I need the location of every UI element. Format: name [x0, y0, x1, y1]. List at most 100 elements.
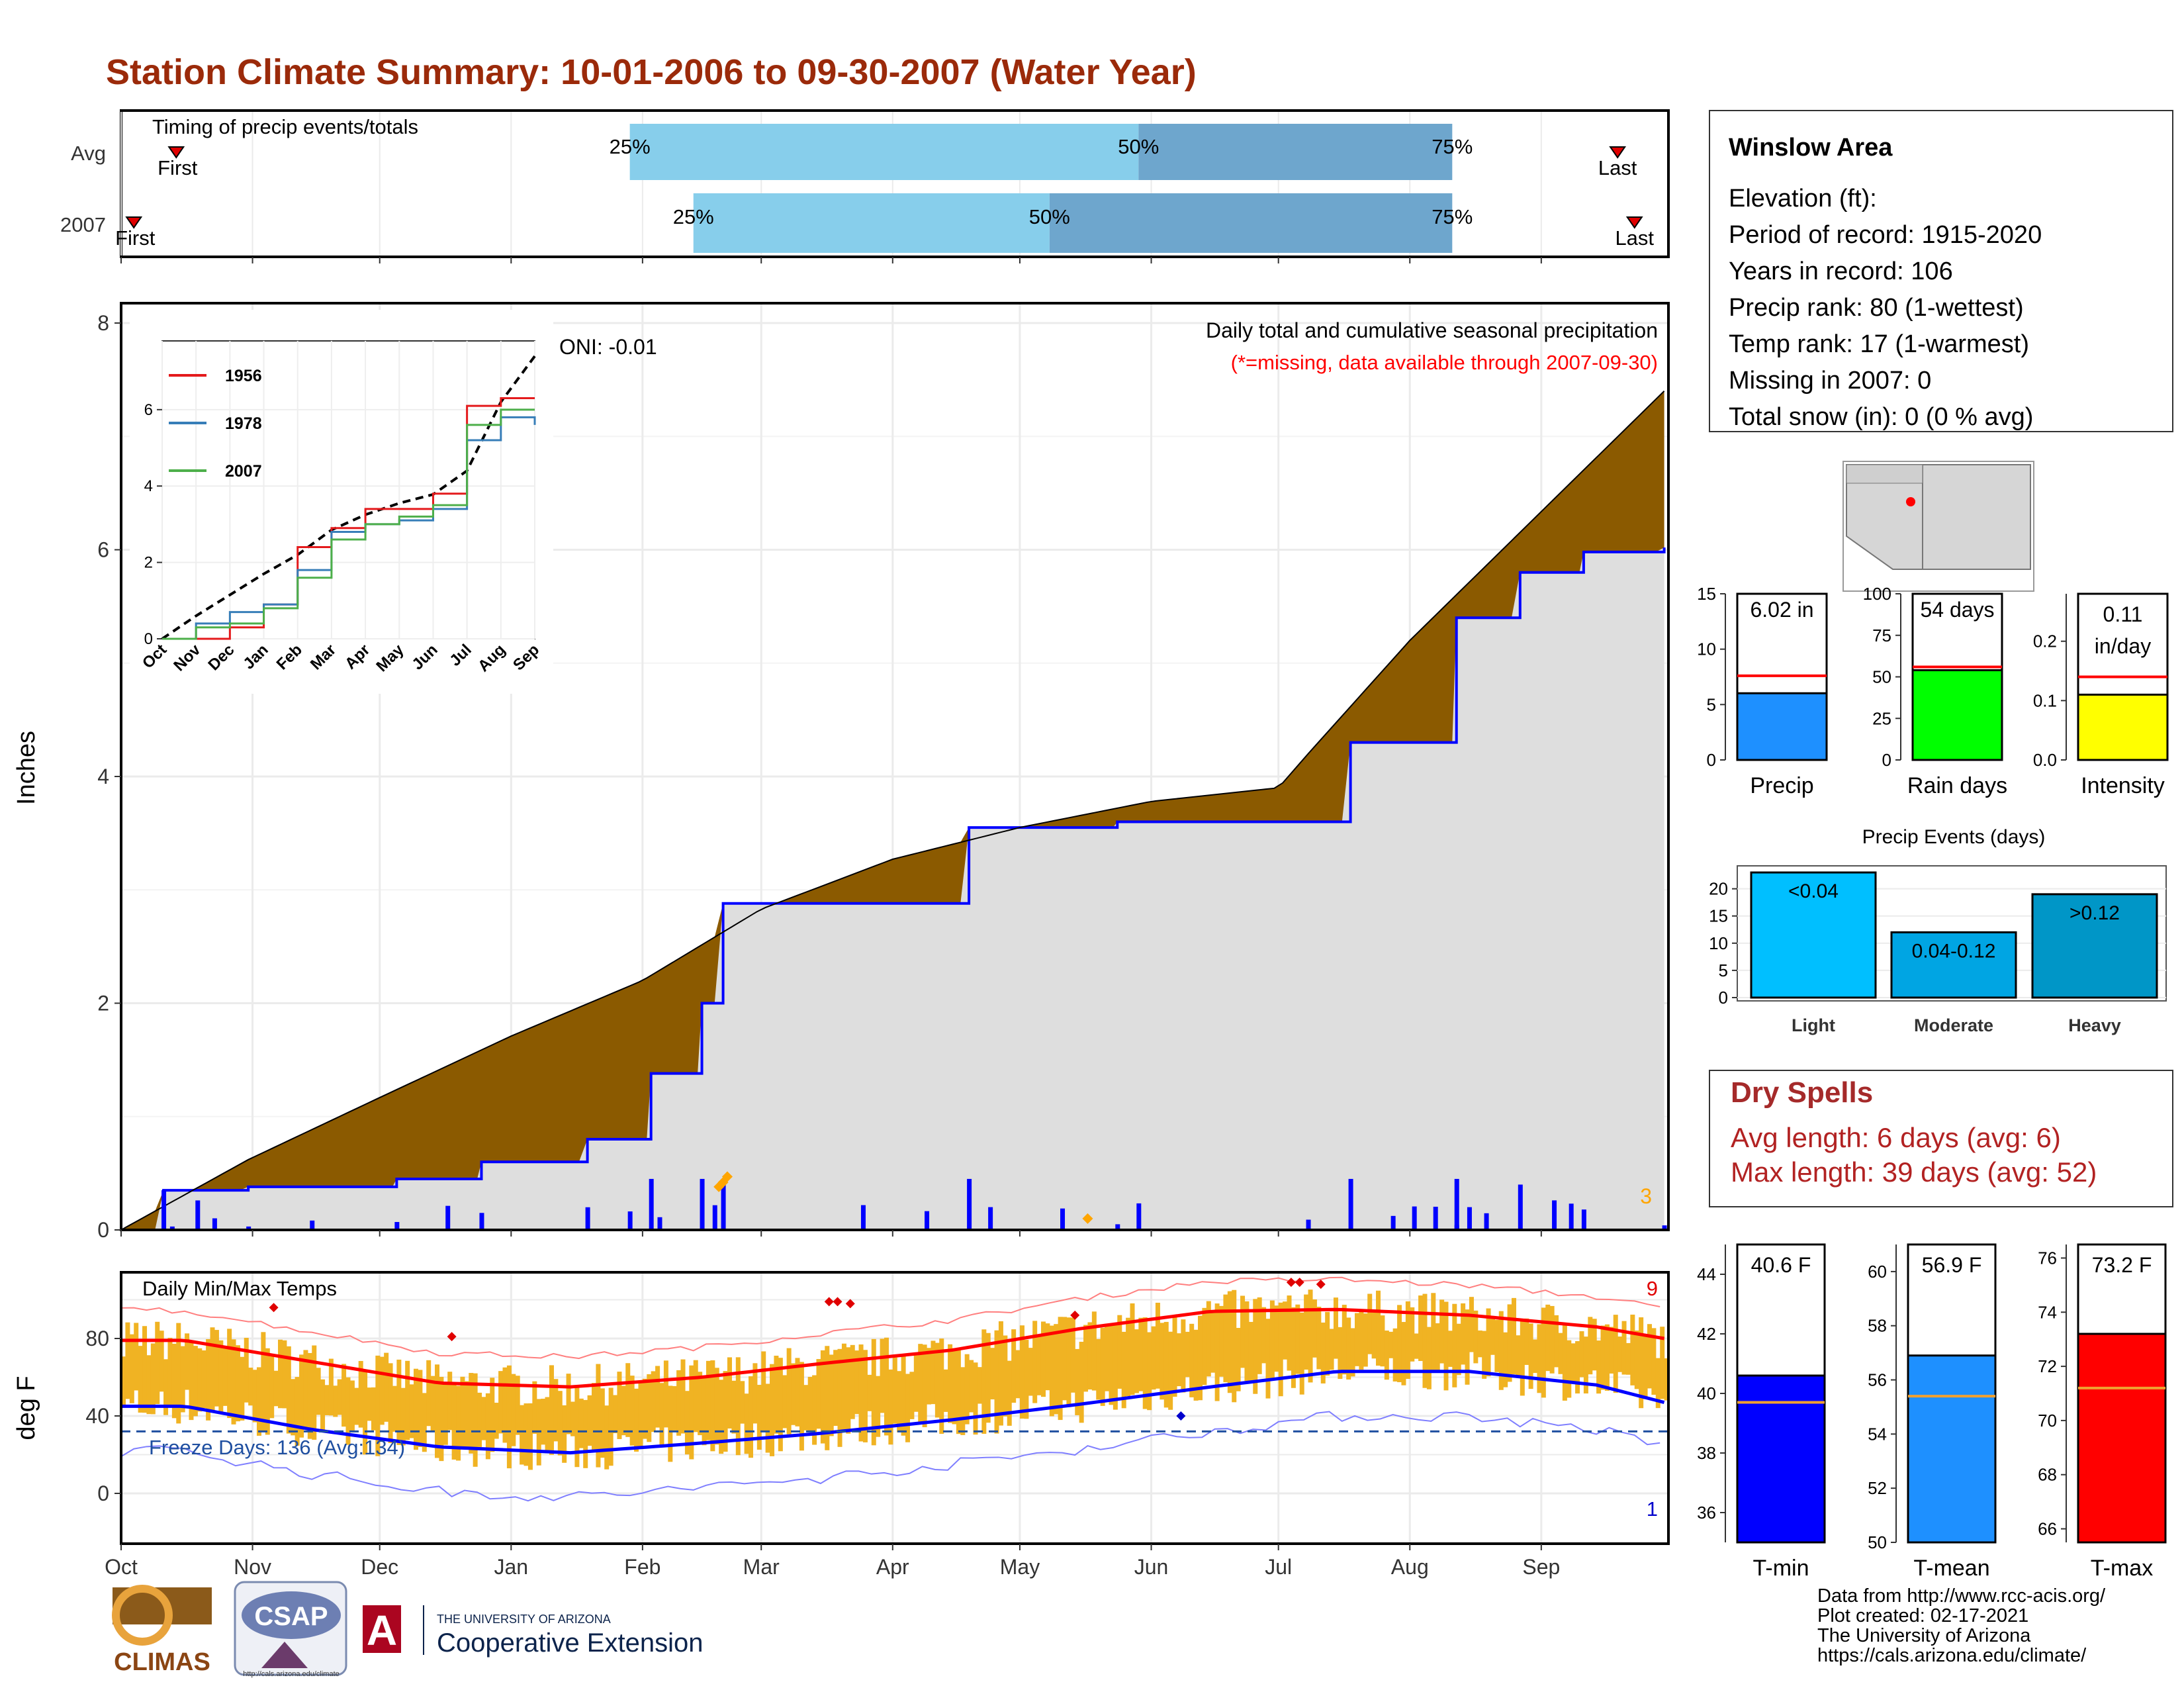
daily-temp-bar	[396, 1359, 402, 1445]
daily-temp-bar	[1295, 1304, 1300, 1374]
summary-bar-ytick-label: 100	[1863, 584, 1891, 604]
daily-temp-bar	[1477, 1330, 1482, 1358]
station-temp-rank: Temp rank: 17 (1-warmest)	[1729, 330, 2029, 358]
daily-temp-bar	[998, 1321, 1003, 1426]
daily-temp-bar	[320, 1379, 326, 1431]
daily-temp-bar	[1426, 1327, 1432, 1389]
daily-temp-bar	[672, 1385, 677, 1430]
timing-bar-q50-q75	[1049, 193, 1453, 253]
daily-temp-bar	[1346, 1317, 1351, 1380]
inset-ytick-label: 4	[144, 477, 153, 495]
daily-temp-bar	[867, 1374, 872, 1411]
events-bars: 0 5 10 15 20 <0.04 Light 0.04-0.12 Moderate >0.12…	[1709, 865, 2167, 1035]
daily-temp-bar	[698, 1372, 703, 1436]
daily-temp-bar	[858, 1344, 864, 1442]
daily-precip-bar	[1484, 1213, 1489, 1230]
daily-temp-bar	[1223, 1294, 1228, 1383]
daily-temp-bar	[774, 1355, 779, 1434]
summary-bar-label: Precip	[1750, 773, 1813, 798]
daily-temp-bar	[596, 1364, 601, 1468]
daily-temp-bar	[744, 1393, 749, 1454]
daily-temp-bar	[680, 1359, 686, 1434]
temp-ytick-label: 0	[97, 1481, 109, 1505]
daily-temp-bar	[770, 1364, 775, 1456]
daily-temp-bar	[659, 1383, 664, 1447]
daily-precip-bar	[246, 1226, 251, 1230]
daily-temp-bar	[731, 1380, 737, 1434]
daily-precip-bar	[712, 1205, 717, 1230]
daily-temp-bar	[252, 1370, 257, 1423]
temp-bar-ytick-label: 56	[1868, 1370, 1887, 1390]
daily-precip-bar	[649, 1178, 654, 1230]
daily-temp-bar	[1189, 1323, 1195, 1397]
daily-temp-bar	[439, 1376, 444, 1462]
daily-temp-bar	[854, 1350, 860, 1415]
daily-temp-bar	[939, 1338, 944, 1434]
daily-temp-bar	[541, 1398, 546, 1445]
daily-temp-bar	[638, 1382, 643, 1448]
daily-temp-bar	[1541, 1307, 1546, 1398]
inset-frame	[161, 340, 535, 639]
climas-logo-text: CLIMAS	[114, 1648, 210, 1676]
daily-temp-bar	[931, 1340, 936, 1405]
daily-temp-bar	[761, 1351, 766, 1430]
daily-temp-bar	[1130, 1303, 1135, 1395]
daily-temp-bar	[1079, 1341, 1084, 1423]
events-ytick-label: 15	[1709, 906, 1728, 926]
footer-line3: The University of Arizona	[1817, 1625, 2031, 1646]
precip-y-axis: 0 2 4 6 8	[97, 311, 1542, 1242]
temp-bar-ytick-label: 40	[1697, 1383, 1716, 1403]
station-precip-rank: Precip rank: 80 (1-wettest)	[1729, 294, 2024, 322]
daily-precip-bar	[1412, 1206, 1417, 1230]
daily-temp-bar	[846, 1347, 851, 1434]
daily-temp-bar	[1350, 1328, 1355, 1377]
daily-temp-bar	[1516, 1335, 1521, 1378]
daily-temp-bar	[705, 1360, 711, 1440]
daily-temp-bar	[1058, 1317, 1063, 1421]
timing-row-2007-label: 2007	[60, 213, 106, 236]
temp-bar-ytick-label: 76	[2038, 1248, 2057, 1268]
inset-legend-label: 1978	[225, 414, 262, 433]
daily-temp-bar	[1070, 1317, 1075, 1393]
daily-temp-bar	[515, 1376, 520, 1435]
summary-bar-ytick-label: 0.0	[2033, 750, 2057, 770]
daily-temp-bar	[1299, 1312, 1304, 1395]
daily-temp-bar	[1486, 1308, 1491, 1377]
daily-temp-bar	[913, 1355, 919, 1412]
events-bar	[2031, 893, 2158, 999]
events-bar-label: Light	[1792, 1015, 1835, 1035]
daily-temp-bar	[1291, 1307, 1296, 1388]
temp-bar-ytick-label: 60	[1868, 1262, 1887, 1282]
daily-temp-bar	[456, 1385, 461, 1461]
daily-temp-bar	[880, 1338, 885, 1413]
daily-temp-bar	[1592, 1319, 1597, 1371]
daily-temp-bar	[1083, 1325, 1089, 1392]
daily-temp-bar	[587, 1395, 592, 1446]
daily-temp-bar	[570, 1401, 575, 1436]
daily-temp-bar	[837, 1348, 842, 1447]
daily-temp-bar	[574, 1386, 580, 1468]
daily-temp-bar	[324, 1385, 330, 1415]
avg-cumulative-line	[120, 391, 1665, 1231]
daily-temp-bar	[1197, 1315, 1203, 1401]
daily-temp-bar	[608, 1387, 614, 1466]
daily-temp-bar	[1075, 1348, 1080, 1415]
daily-temp-bar	[1537, 1324, 1542, 1393]
inset-series-line	[162, 397, 535, 640]
precip-ylabel: Inches	[13, 731, 40, 805]
daily-temp-bar	[1660, 1327, 1665, 1399]
temp-bar-ytick-label: 72	[2038, 1356, 2057, 1376]
daily-temp-bar	[150, 1343, 156, 1415]
daily-temp-bar	[1338, 1327, 1343, 1380]
daily-temp-bar	[1155, 1302, 1160, 1389]
temp-top-count: 9	[1647, 1277, 1658, 1300]
daily-temp-bar	[1066, 1317, 1071, 1407]
daily-temp-bar	[1109, 1324, 1114, 1405]
daily-temp-bar	[1333, 1297, 1338, 1359]
daily-temp-bar	[948, 1344, 953, 1423]
daily-temp-bar	[1147, 1332, 1152, 1411]
daily-precip-bar	[1390, 1215, 1396, 1230]
daily-precip-bar	[925, 1211, 930, 1230]
daily-temp-bar	[922, 1344, 927, 1428]
